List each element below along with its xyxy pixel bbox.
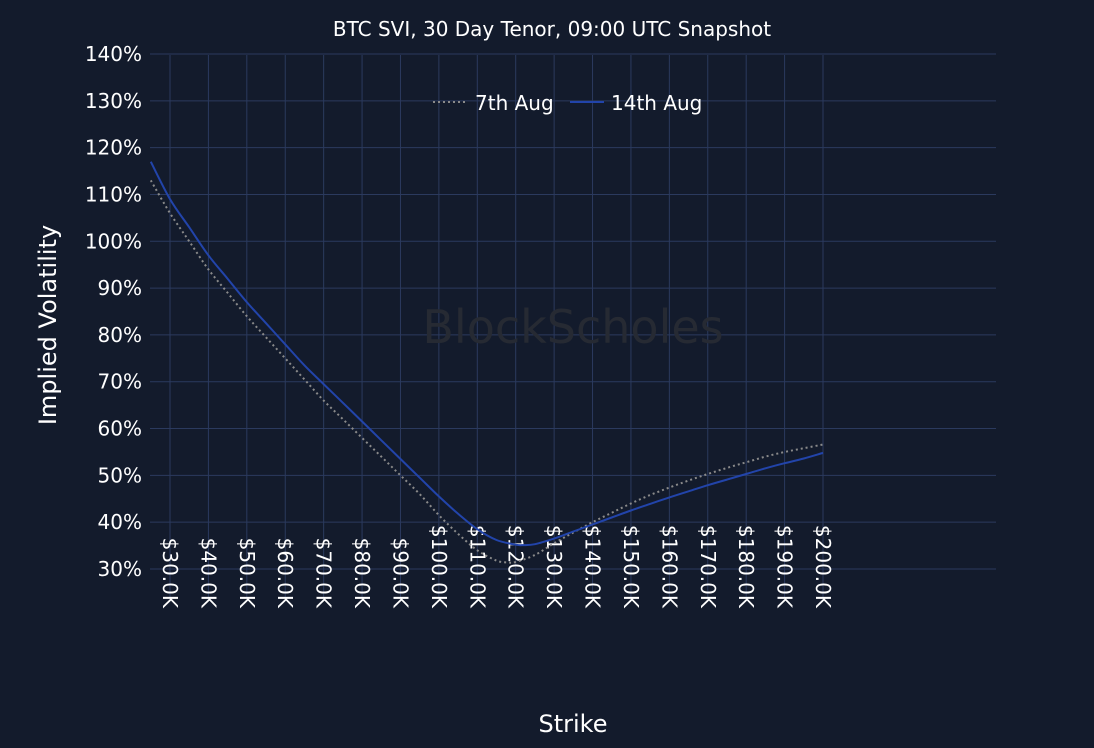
x-tick-label: $140.0K: [581, 525, 605, 609]
series-line-2: [150, 161, 824, 547]
y-axis-label: Implied Volatility: [34, 225, 62, 425]
y-tick-label: 60%: [98, 417, 142, 441]
y-tick-label: 50%: [98, 463, 142, 487]
x-tick-label: $40.0K: [196, 538, 220, 609]
x-tick-label: $150.0K: [619, 525, 643, 609]
y-tick-label: 70%: [98, 370, 142, 394]
x-axis-label: Strike: [539, 710, 608, 738]
x-tick-label: $170.0K: [696, 525, 720, 609]
x-tick-label: $160.0K: [657, 525, 681, 609]
chart-title: BTC SVI, 30 Day Tenor, 09:00 UTC Snapsho…: [333, 17, 771, 41]
x-tick-label: $50.0K: [235, 538, 259, 609]
series-lines: [150, 161, 824, 564]
grid: [150, 53, 996, 598]
y-tick-label: 30%: [98, 557, 142, 581]
y-tick-label: 40%: [98, 510, 142, 534]
legend-label-2: 14th Aug: [611, 91, 702, 115]
y-tick-label: 110%: [85, 182, 142, 206]
x-tick-label: $100.0K: [427, 525, 451, 609]
y-tick-label: 120%: [85, 136, 142, 160]
legend: 7th Aug 14th Aug: [433, 91, 702, 115]
watermark-logo: BlockScholes: [422, 300, 723, 354]
y-tick-label: 130%: [85, 89, 142, 113]
x-tick-label: $120.0K: [504, 525, 528, 609]
x-axis-ticks: $30.0K $40.0K $50.0K $60.0K $70.0K $80.0K $90.…: [158, 525, 835, 609]
x-tick-label: $180.0K: [734, 525, 758, 609]
x-tick-label: $130.0K: [542, 525, 566, 609]
x-tick-label: $110.0K: [465, 525, 489, 609]
series-line-1: [150, 179, 824, 564]
x-tick-label: $90.0K: [388, 538, 412, 609]
x-tick-label: $190.0K: [773, 525, 797, 609]
y-tick-label: 140%: [85, 42, 142, 66]
y-axis-ticks: 30% 40% 50% 60% 70% 80% 90% 100% 110% 120% 130% 140…: [85, 42, 142, 581]
y-tick-label: 80%: [98, 323, 142, 347]
x-tick-label: $60.0K: [273, 538, 297, 609]
x-tick-label: $80.0K: [350, 538, 374, 609]
y-tick-label: 100%: [85, 229, 142, 253]
x-tick-label: $70.0K: [312, 538, 336, 609]
x-tick-label: $200.0K: [811, 525, 835, 609]
y-tick-label: 90%: [98, 276, 142, 300]
x-tick-label: $30.0K: [158, 538, 182, 609]
legend-label-1: 7th Aug: [475, 91, 554, 115]
